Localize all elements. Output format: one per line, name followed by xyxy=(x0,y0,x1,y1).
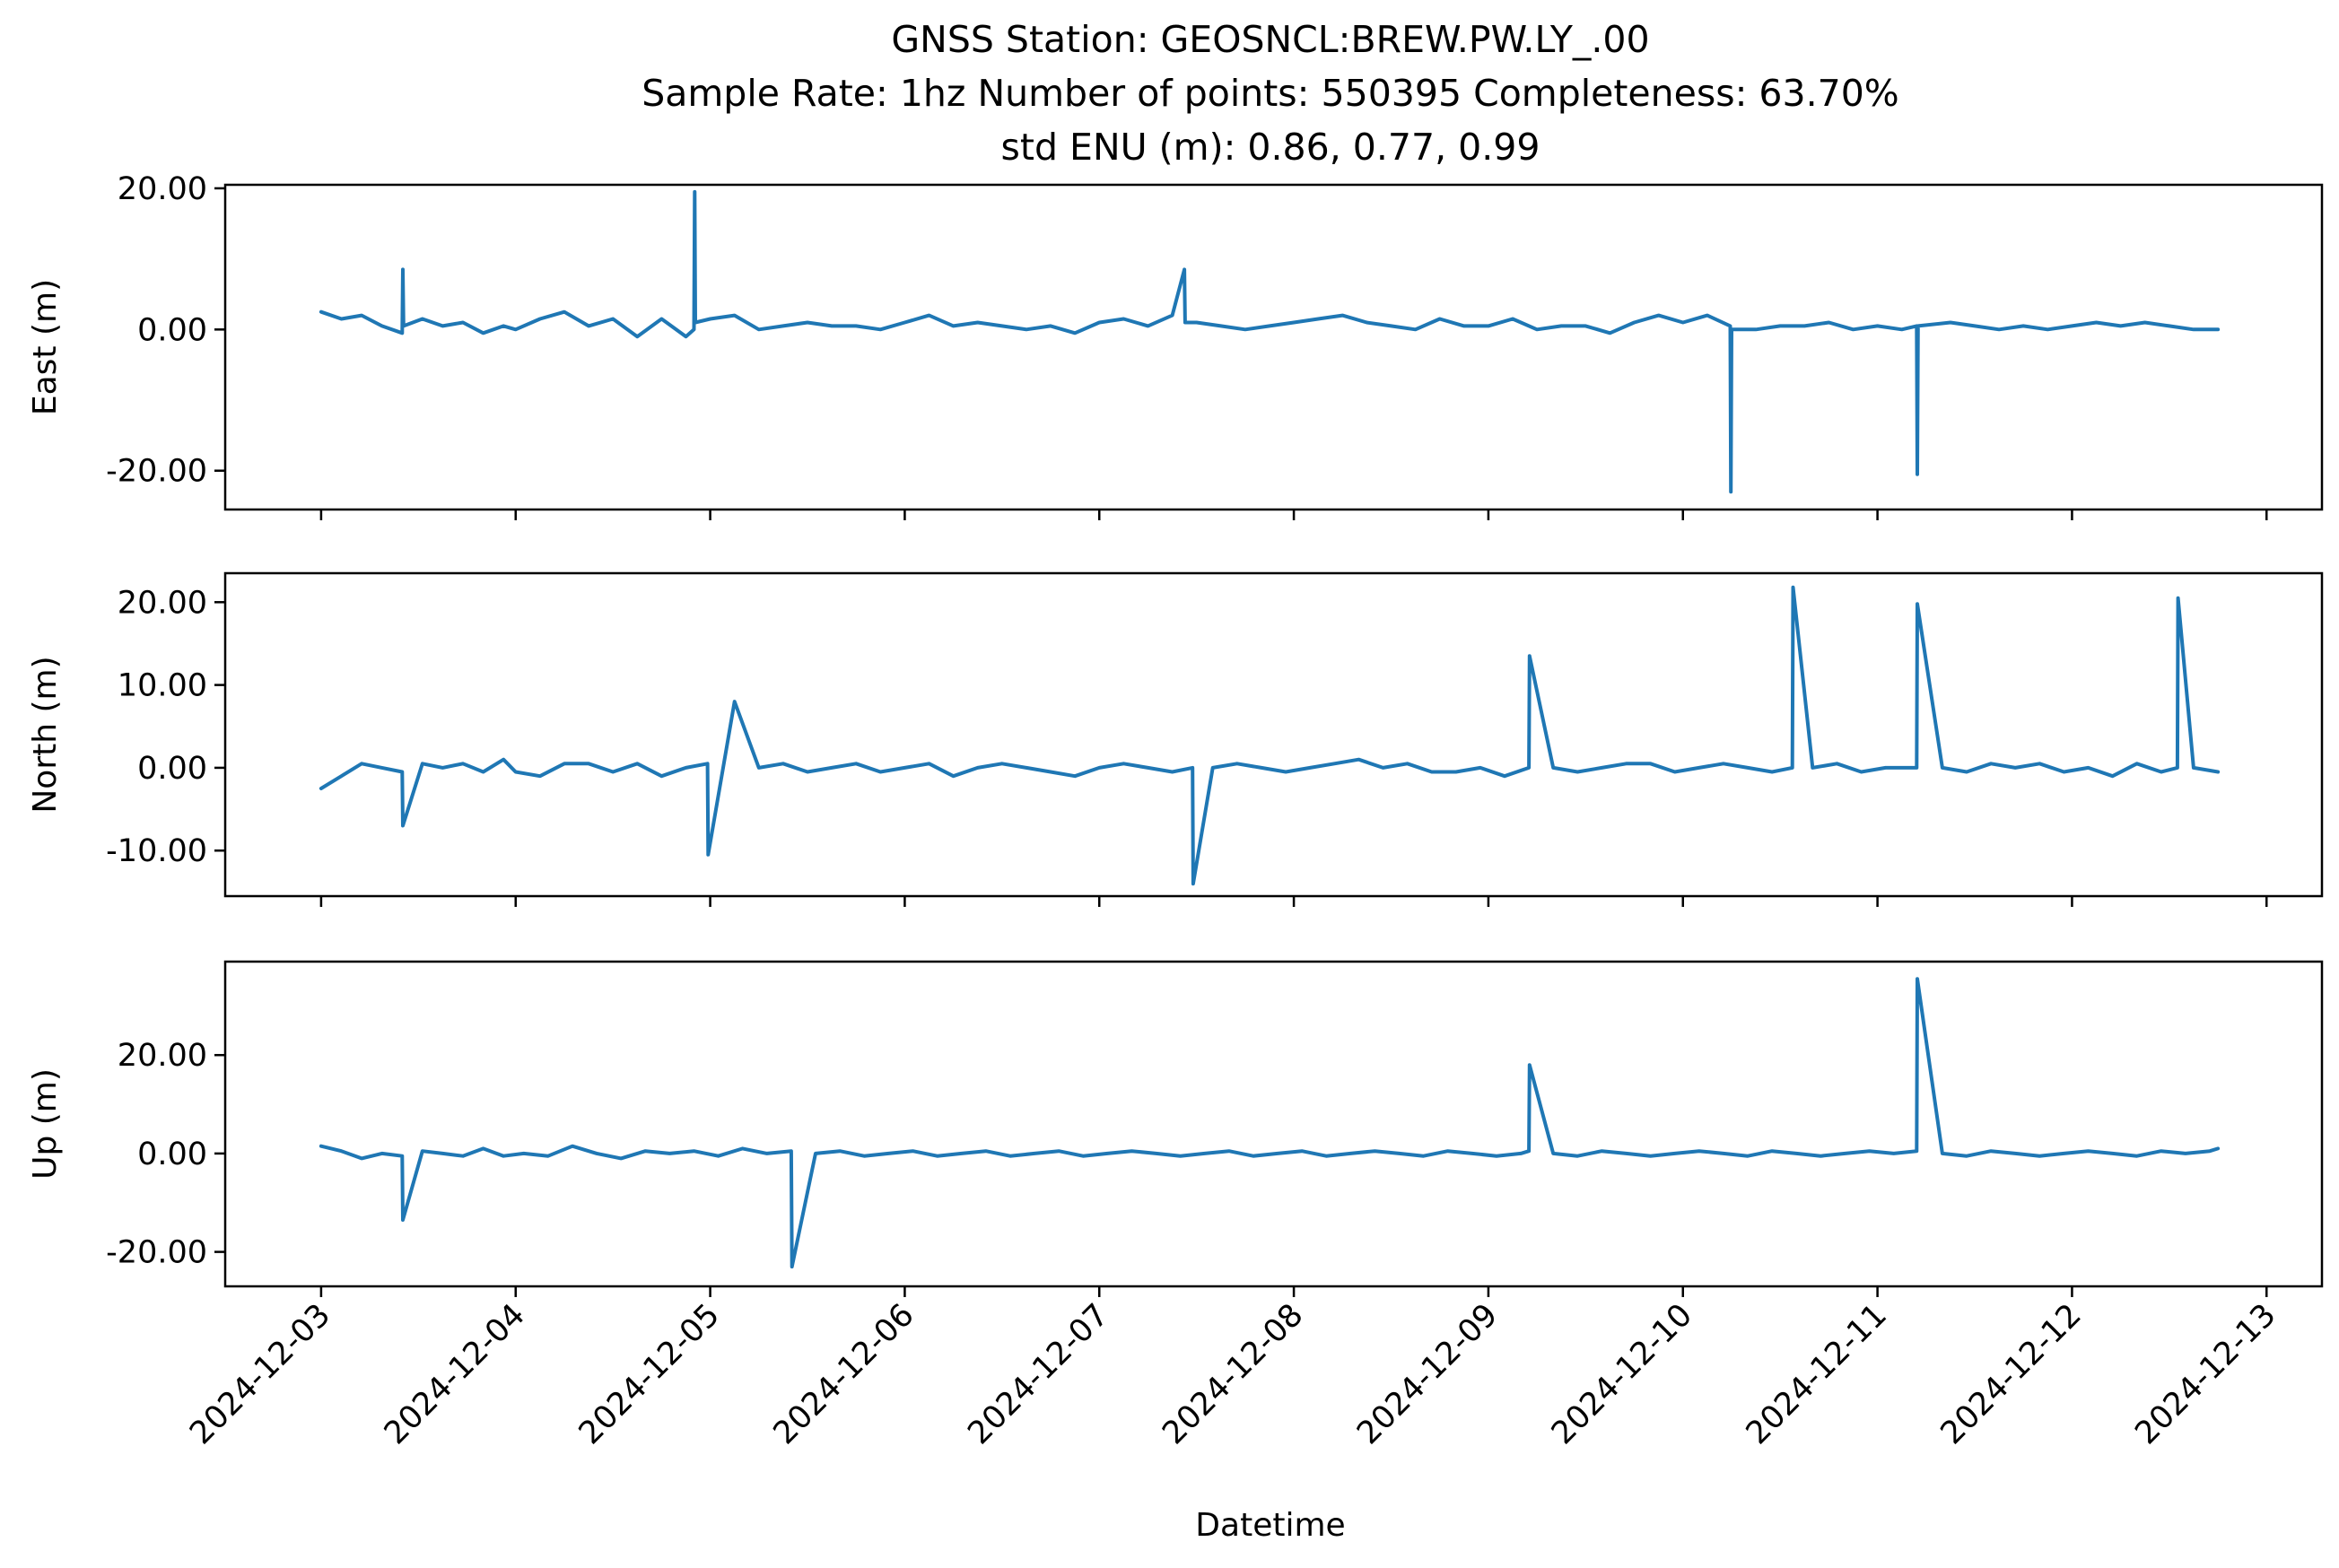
up-panel: 20.00 0.00 -20.00 Up (m) 2024-12-03 2024-12-0… xyxy=(27,960,2324,1451)
east-ytick-label: -20.00 xyxy=(106,454,207,490)
up-xtick-label: 2024-12-07 xyxy=(962,1297,1116,1451)
up-xtick-label: 2024-12-05 xyxy=(572,1297,727,1451)
up-xtick-label: 2024-12-04 xyxy=(378,1297,532,1451)
figure-title-line2: Sample Rate: 1hz Number of points: 55039… xyxy=(641,72,1899,115)
up-ytick-label: -20.00 xyxy=(106,1235,207,1271)
north-panel: 20.00 10.00 0.00 -10.00 North (m) xyxy=(27,571,2324,907)
up-xtick-label: 2024-12-12 xyxy=(1934,1297,2089,1451)
up-xtick-label: 2024-12-08 xyxy=(1156,1297,1310,1451)
north-series-line-0 xyxy=(319,585,2221,886)
up-xtick-label: 2024-12-11 xyxy=(1740,1297,1894,1451)
up-xtick-label: 2024-12-10 xyxy=(1545,1297,1699,1451)
north-axes-frame xyxy=(223,571,2324,898)
up-axes-frame xyxy=(223,960,2324,1288)
figure-title-line1: GNSS Station: GEOSNCL:BREW.PW.LY_.00 xyxy=(891,18,1649,61)
east-y-axis-label: East (m) xyxy=(27,279,64,415)
up-xtick-label: 2024-12-13 xyxy=(2129,1297,2283,1451)
east-axes-frame xyxy=(223,183,2324,511)
up-y-axis-label: Up (m) xyxy=(27,1068,64,1180)
x-axis-label: Datetime xyxy=(1195,1507,1345,1544)
north-ytick-label: -10.00 xyxy=(106,833,207,869)
east-series-line-0 xyxy=(319,189,2221,494)
east-ytick-label: 20.00 xyxy=(118,171,207,207)
up-xtick-label: 2024-12-03 xyxy=(183,1297,337,1451)
north-ytick-label: 20.00 xyxy=(118,585,207,621)
north-ytick-label: 10.00 xyxy=(118,668,207,704)
up-ytick-label: 0.00 xyxy=(137,1137,207,1172)
east-panel: 20.00 0.00 -20.00 East (m) xyxy=(27,171,2324,520)
up-xtick-label: 2024-12-06 xyxy=(767,1297,921,1451)
north-ytick-label: 0.00 xyxy=(137,751,207,787)
up-xtick-label: 2024-12-09 xyxy=(1350,1297,1505,1451)
north-y-axis-label: North (m) xyxy=(27,656,64,813)
figure-title-line3: std ENU (m): 0.86, 0.77, 0.99 xyxy=(1001,126,1540,169)
east-ytick-label: 0.00 xyxy=(137,312,207,348)
up-ytick-label: 20.00 xyxy=(118,1038,207,1074)
up-series-line-0 xyxy=(319,977,2221,1269)
